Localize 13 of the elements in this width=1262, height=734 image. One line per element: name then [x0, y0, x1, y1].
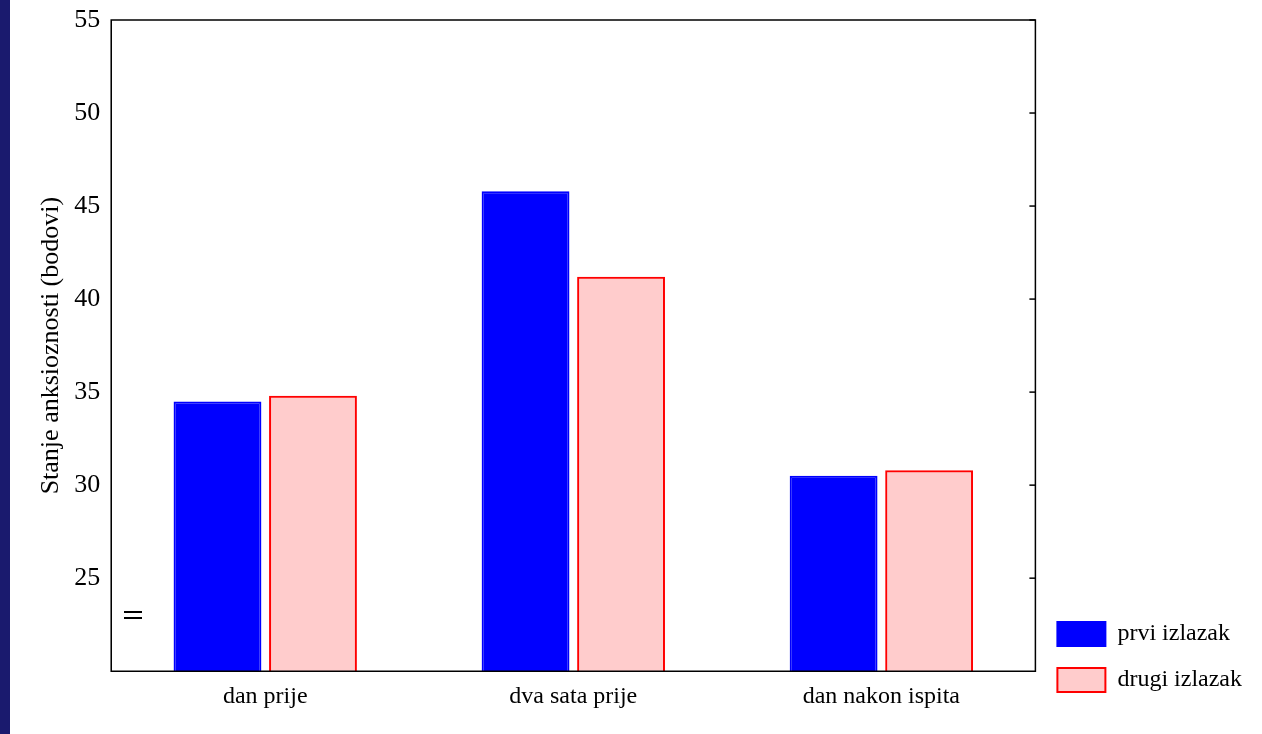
legend-label: drugi izlazak — [1117, 665, 1242, 692]
y-tick-label: 25 — [74, 562, 101, 591]
y-tick-label: 40 — [74, 282, 101, 312]
x-tick-label: dan nakon ispita — [802, 681, 961, 708]
x-tick-label: dva sata prije — [509, 681, 638, 708]
y-tick-label: 35 — [74, 375, 101, 405]
y-tick-label: 45 — [74, 189, 101, 219]
y-tick-label: 50 — [74, 96, 101, 126]
legend-label: prvi izlazak — [1117, 619, 1230, 646]
x-tick-label: dan prije — [222, 681, 308, 708]
y-axis-title: Stanje anksioznosti (bodovi) — [35, 196, 65, 495]
y-tick-label: 55 — [74, 3, 101, 33]
y-tick-label: 30 — [74, 468, 101, 498]
